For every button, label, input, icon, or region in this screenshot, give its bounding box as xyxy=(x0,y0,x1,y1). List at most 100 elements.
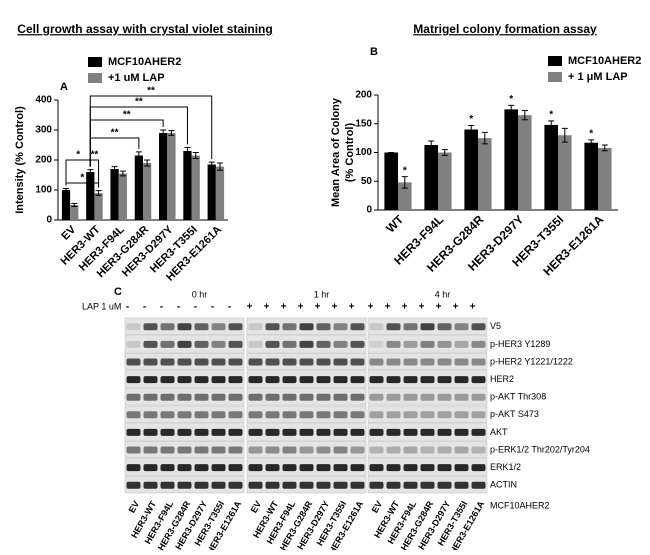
blot-band xyxy=(126,446,141,454)
blot-band xyxy=(248,393,263,401)
blot-band xyxy=(248,358,263,366)
blot-band xyxy=(369,481,384,489)
chart-title: Matrigel colony formation assay xyxy=(413,22,597,36)
bar xyxy=(518,115,532,210)
blot-band xyxy=(403,376,418,384)
blot-band xyxy=(177,428,192,436)
blot-band xyxy=(299,464,314,472)
blot-band xyxy=(350,340,365,348)
error-bar xyxy=(119,170,126,177)
significance-mark: ** xyxy=(147,86,155,97)
bar xyxy=(110,169,119,220)
legend-label: +1 uM LAP xyxy=(108,72,165,84)
blot-band xyxy=(386,481,401,489)
blot-band xyxy=(437,446,452,454)
blot-band xyxy=(143,358,158,366)
blot-band xyxy=(194,464,209,472)
error-bar xyxy=(216,162,223,171)
bar xyxy=(398,182,412,210)
blot-band xyxy=(420,428,435,436)
bar xyxy=(118,173,127,220)
blot-band xyxy=(350,393,365,401)
x-tick-label: EV xyxy=(59,223,78,242)
blot-band xyxy=(350,464,365,472)
blot-band xyxy=(160,428,175,436)
significance-mark: * xyxy=(469,114,473,125)
error-bar xyxy=(208,161,215,168)
treatment-sign: - xyxy=(211,302,214,313)
blot-band xyxy=(386,428,401,436)
legend-label: + 1 μM LAP xyxy=(568,71,628,83)
error-bar xyxy=(160,129,167,137)
treatment-sign: + xyxy=(436,302,442,313)
treatment-sign: + xyxy=(247,302,253,313)
blot-band xyxy=(177,376,192,384)
blot-band xyxy=(333,464,348,472)
blot-band xyxy=(454,393,469,401)
blot-band xyxy=(316,481,331,489)
error-bar xyxy=(135,151,142,160)
blot-band xyxy=(282,411,297,419)
blot-band xyxy=(420,464,435,472)
blot-band xyxy=(299,446,314,454)
blot-band xyxy=(437,428,452,436)
chart-title: Cell growth assay with crystal violet st… xyxy=(17,22,272,36)
error-bar xyxy=(588,139,595,147)
blot-band xyxy=(454,376,469,384)
blot-band xyxy=(369,358,384,366)
blot-band xyxy=(265,464,280,472)
blot-band xyxy=(420,411,435,419)
error-bar xyxy=(144,159,151,167)
treatment-sign: + xyxy=(470,302,476,313)
blot-band xyxy=(126,411,141,419)
blot-band xyxy=(316,340,331,348)
blot-band xyxy=(143,481,158,489)
blot-band xyxy=(126,393,141,401)
blot-band xyxy=(265,358,280,366)
bar xyxy=(70,205,79,220)
blot-band xyxy=(177,446,192,454)
blot-band xyxy=(386,340,401,348)
cell-line-label: MCF10AHER2 xyxy=(490,500,550,510)
blot-band xyxy=(143,464,158,472)
significance-mark: * xyxy=(549,110,553,121)
blot-band xyxy=(194,393,209,401)
blot-band xyxy=(211,340,226,348)
bar xyxy=(504,109,518,210)
error-bar xyxy=(601,144,608,152)
blot-band xyxy=(437,376,452,384)
bar xyxy=(464,129,478,210)
significance-mark: * xyxy=(80,173,84,184)
blot-band xyxy=(369,411,384,419)
error-bar xyxy=(71,203,78,207)
error-bar xyxy=(87,169,94,175)
time-label: 0 hr xyxy=(192,289,208,299)
blot-band xyxy=(437,464,452,472)
treatment-sign: + xyxy=(315,302,321,313)
blot-band xyxy=(177,411,192,419)
blot-band xyxy=(369,464,384,472)
blot-band xyxy=(316,376,331,384)
blot-band xyxy=(403,323,418,331)
bar xyxy=(167,133,176,220)
bar xyxy=(61,190,71,220)
y-tick-label: 50 xyxy=(361,176,373,187)
significance-mark: * xyxy=(589,128,593,139)
blot-band xyxy=(403,481,418,489)
blot-band xyxy=(403,411,418,419)
blot-band xyxy=(126,481,141,489)
blot-band xyxy=(160,393,175,401)
bar xyxy=(584,142,598,210)
blot-band xyxy=(420,358,435,366)
blot-band xyxy=(194,323,209,331)
blot-band xyxy=(299,393,314,401)
blot-band xyxy=(386,446,401,454)
significance-mark: ** xyxy=(135,97,143,108)
significance-mark: * xyxy=(403,165,407,176)
blot-band xyxy=(282,393,297,401)
significance-mark: ** xyxy=(123,110,131,121)
error-bar xyxy=(401,176,408,189)
blot-band xyxy=(143,428,158,436)
bar xyxy=(159,133,168,220)
error-bar xyxy=(508,104,515,114)
